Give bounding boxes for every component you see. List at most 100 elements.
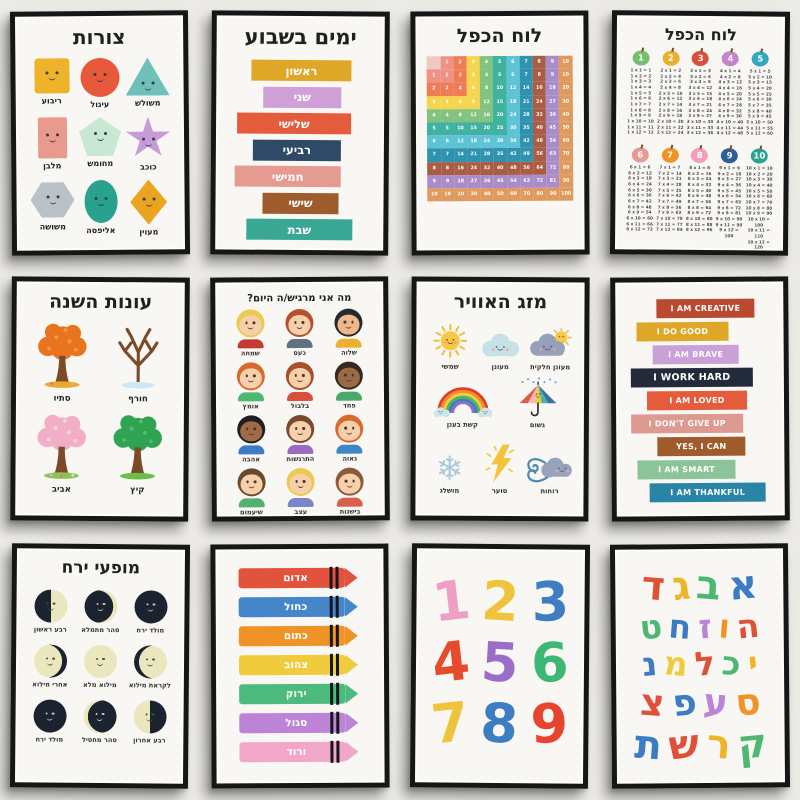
- moon-phase-item: מולד ירח: [26, 699, 72, 744]
- shape-label: כוכב: [139, 162, 157, 172]
- apple-icon: 5: [751, 51, 769, 67]
- autumn-tree-item: סתיו: [25, 320, 100, 404]
- hebrew-letter: נ: [640, 643, 660, 685]
- circle-item: עיגול: [76, 57, 122, 110]
- multiplication-cell: 8: [427, 161, 441, 176]
- seasons-poster: עונות השנה סתיו חורף אביב קיץ: [10, 276, 190, 522]
- star-shape: [125, 116, 171, 159]
- hebrew-letter: כ: [720, 643, 743, 684]
- seasons-grid: סתיו חורף אביב קיץ: [24, 320, 175, 495]
- multiplication-cell: 40: [559, 108, 573, 122]
- seasons-poster-title: עונות השנה: [49, 290, 153, 314]
- face-eyes: [45, 133, 58, 136]
- moon-phase-label: מילוא מלא: [82, 680, 117, 690]
- multiplication-cell: 9: [427, 174, 441, 189]
- multiplication-cell: 6: [466, 82, 481, 96]
- crayon-item: כחול: [238, 597, 345, 618]
- multiplication-cell: 36: [506, 135, 520, 149]
- weather-row: ❄ מושלג סוער רוחות: [424, 437, 574, 496]
- multiplication-cell: 5: [493, 69, 507, 83]
- feeling-item: פחד: [325, 361, 373, 410]
- kid-avatar: [234, 415, 268, 455]
- multiplication-cell: 14: [453, 148, 468, 162]
- multiplication-cell: 7: [427, 148, 441, 162]
- face-mouth: [297, 483, 304, 488]
- multiplication-cell: 7: [440, 148, 454, 162]
- face-mouth: [96, 77, 104, 83]
- multiplication-cell: 2: [453, 69, 467, 83]
- face-eyes: [146, 603, 155, 606]
- face-mouth: [47, 606, 54, 611]
- kid-face: [289, 473, 312, 495]
- multiplication-cell: [427, 56, 441, 70]
- multiplication-cell: 2: [427, 82, 441, 96]
- fact-line: 8 x 12 = 96: [685, 227, 713, 233]
- face-mouth: [97, 606, 104, 611]
- feeling-item: בישנות: [326, 467, 374, 516]
- poster-cell-moon-phases: מופעי ירח רבע ראשון סהר מתמלא מולד ירח אחרי…: [0, 532, 200, 800]
- multiplication-cell: 9: [466, 95, 481, 109]
- winter-tree-illustration: [118, 327, 159, 389]
- feeling-item: כעס: [276, 308, 324, 357]
- face-mouth: [296, 324, 303, 329]
- multiplication-cell: 18: [467, 135, 481, 149]
- face-eyes: [141, 81, 154, 84]
- multiplication-cell: 60: [559, 134, 573, 149]
- hebrew-letter: ט: [637, 606, 664, 648]
- face-eyes: [246, 428, 256, 431]
- shape-label: משולש: [134, 98, 161, 108]
- multiplication-cell: 28: [519, 108, 533, 122]
- feeling-label: אומץ: [242, 402, 259, 411]
- multiplication-cell: 45: [493, 174, 507, 188]
- multiplication-cell: 21: [519, 95, 533, 109]
- multiplication-cell: 8: [479, 82, 494, 96]
- crayon-tip: [344, 568, 357, 588]
- face-eyes: [46, 602, 55, 605]
- rectangle-shape: [37, 117, 67, 159]
- shape-label: משושה: [39, 222, 66, 232]
- new-moon-icon: [32, 699, 67, 733]
- weather-item: מעונן: [475, 321, 525, 371]
- moon-phase-label: רבע ראשון: [33, 625, 67, 634]
- multiplication-cell: 18: [454, 174, 468, 189]
- crayon-tip: [345, 742, 358, 762]
- face-eyes: [245, 375, 255, 378]
- number-glyph: 5: [479, 629, 521, 696]
- apple-icon: 8: [691, 147, 709, 164]
- feeling-item: שמחה: [226, 309, 274, 357]
- fact-line: 2 x 12 = 24: [656, 130, 684, 136]
- poster-cell-days: ימים בשבוע ראשון שני שלישי רביעי חמישי שישי שב…: [200, 0, 400, 266]
- rhombus-item: מעוין: [125, 179, 171, 237]
- hebrew-letter: צ: [639, 680, 667, 726]
- kid-shirt: [337, 497, 364, 507]
- days-poster-title: ימים בשבוע: [244, 24, 357, 50]
- face-eyes: [96, 657, 105, 660]
- weather-label: שמשי: [441, 362, 459, 371]
- poster-cell-shapes: צורות ריבוע עיגול משולש מלבן מחומש כוכב משושה א…: [0, 0, 200, 266]
- kid-shirt: [287, 444, 314, 455]
- face-eyes: [344, 374, 354, 377]
- kid-avatar: [333, 467, 367, 507]
- face-mouth: [296, 377, 303, 382]
- face-eyes: [295, 427, 305, 430]
- multiplication-cell: 3: [466, 69, 480, 83]
- feelings-poster-title: מה אני מרגיש/ה היום?: [247, 292, 352, 305]
- fact-line: 10 x 11 = 110: [747, 227, 770, 239]
- shape-label: ריבוע: [41, 96, 62, 106]
- multiplication-cell: 40: [480, 187, 494, 202]
- hebrew-letter: ב: [694, 562, 723, 610]
- affirmation-bar: I AM LOVED: [646, 390, 748, 410]
- kid-avatar: [233, 362, 267, 402]
- lightning-icon-wrap: [475, 437, 525, 485]
- rhombus-shape: [130, 179, 167, 224]
- multiplication-cell: 10: [493, 82, 507, 96]
- feeling-item: אהבה: [227, 415, 275, 463]
- shape-label: עיגול: [90, 99, 110, 110]
